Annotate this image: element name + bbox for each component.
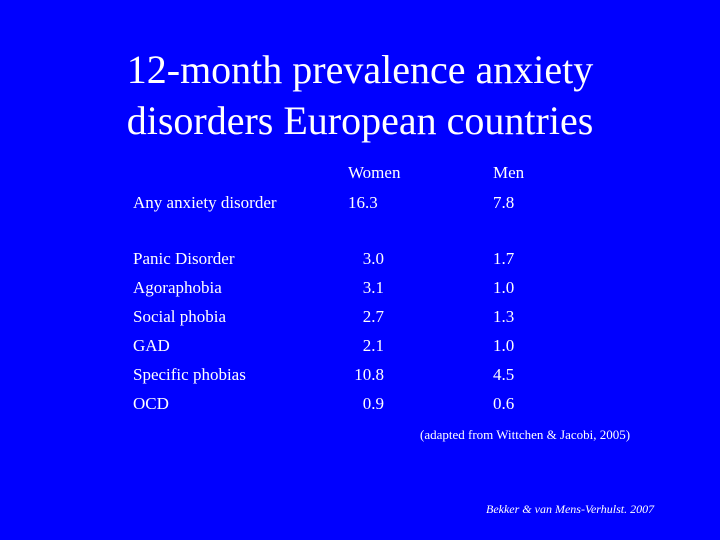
- row-value-men-panic-disorder: 1.7: [493, 249, 515, 268]
- row-value-women-ocd: 0.9: [362, 394, 384, 413]
- column-header-men: Men: [493, 163, 525, 182]
- row-value-women-any-anxiety-disorder: 16.3: [348, 193, 378, 212]
- row-label-agoraphobia: Agoraphobia: [133, 278, 222, 297]
- slide-title-line-1: 12-month prevalence anxiety: [126, 47, 594, 92]
- row-label-specific-phobias: Specific phobias: [133, 365, 246, 384]
- credit-text: Bekker & van Mens-Verhulst. 2007: [486, 502, 655, 516]
- row-value-women-panic-disorder: 3.0: [362, 249, 384, 268]
- row-label-panic-disorder: Panic Disorder: [133, 249, 235, 268]
- row-value-women-specific-phobias: 10.8: [354, 365, 384, 384]
- slide-title-line-2: disorders European countries: [126, 98, 594, 143]
- row-value-men-ocd: 0.6: [493, 394, 515, 413]
- row-value-men-agoraphobia: 1.0: [493, 278, 515, 297]
- row-value-women-gad: 2.1: [362, 336, 384, 355]
- row-label-gad: GAD: [133, 336, 170, 355]
- row-value-men-gad: 1.0: [493, 336, 515, 355]
- row-label-social-phobia: Social phobia: [133, 307, 227, 326]
- row-value-women-agoraphobia: 3.1: [362, 278, 384, 297]
- row-label-ocd: OCD: [133, 394, 169, 413]
- row-value-men-specific-phobias: 4.5: [493, 365, 515, 384]
- source-note: (adapted from Wittchen & Jacobi, 2005): [420, 427, 631, 442]
- column-header-women: Women: [348, 163, 401, 182]
- row-value-men-any-anxiety-disorder: 7.8: [493, 193, 515, 212]
- slide-title: 12-month prevalence anxiety disorders Eu…: [0, 44, 720, 146]
- row-label-any-anxiety-disorder: Any anxiety disorder: [133, 193, 277, 212]
- row-value-women-social-phobia: 2.7: [362, 307, 384, 326]
- row-value-men-social-phobia: 1.3: [493, 307, 515, 326]
